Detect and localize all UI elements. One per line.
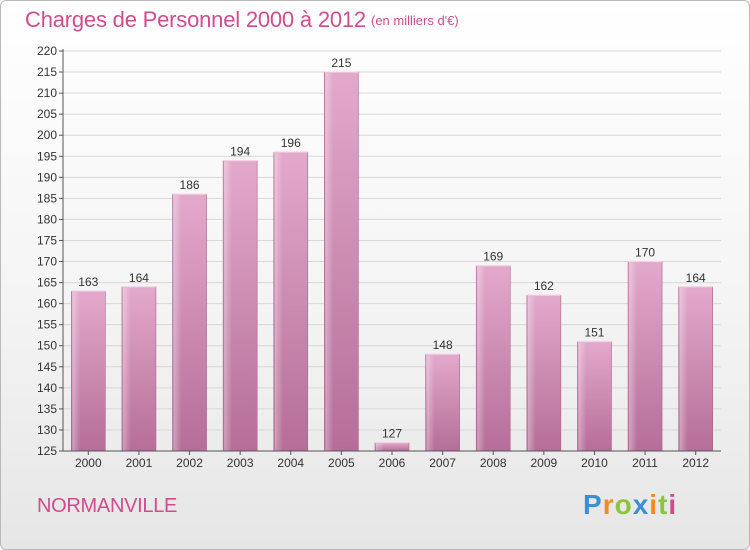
logo-letter: P: [583, 489, 603, 520]
data-label: 151: [584, 326, 604, 340]
data-label: 148: [433, 338, 453, 352]
y-tick-label: 160: [37, 297, 57, 311]
x-tick-label: 2009: [530, 456, 557, 470]
data-label: 196: [281, 136, 301, 150]
y-tick-label: 125: [37, 444, 57, 458]
y-tick-label: 220: [37, 44, 57, 58]
data-label: 164: [686, 271, 706, 285]
x-tick-label: 2007: [429, 456, 456, 470]
bar-highlight: [376, 443, 384, 451]
logo-letter: i: [668, 489, 678, 520]
x-tick-label: 2006: [379, 456, 406, 470]
chart-subtitle: (en milliers d'€): [371, 13, 459, 28]
commune-name: NORMANVILLE: [37, 495, 178, 517]
y-tick-label: 180: [37, 212, 57, 226]
y-tick-label: 200: [37, 128, 57, 142]
x-tick-label: 2003: [227, 456, 254, 470]
bar-highlight: [274, 153, 283, 452]
bar-highlight: [122, 287, 131, 451]
y-tick-label: 215: [37, 65, 57, 79]
x-tick-label: 2000: [75, 456, 102, 470]
logo-letter: t: [658, 489, 669, 520]
y-tick-label: 175: [37, 233, 57, 247]
logo-letter: x: [632, 489, 650, 520]
x-tick-label: 2004: [277, 456, 304, 470]
data-label: 127: [382, 427, 402, 441]
bar-highlight: [629, 262, 638, 451]
data-label: 163: [78, 275, 98, 289]
y-tick-label: 195: [37, 149, 57, 163]
bar-highlight: [679, 287, 688, 451]
bar-highlight: [578, 342, 587, 451]
y-tick-label: 145: [37, 360, 57, 374]
logo-letter: o: [614, 489, 633, 520]
y-tick-label: 135: [37, 402, 57, 416]
y-tick-label: 130: [37, 423, 57, 437]
y-tick-label: 140: [37, 381, 57, 395]
data-label: 215: [331, 56, 351, 70]
x-tick-label: 2011: [632, 456, 658, 470]
data-label: 170: [635, 246, 655, 260]
data-label: 194: [230, 144, 250, 158]
logo-letter: i: [649, 489, 659, 520]
x-tick-label: 2008: [480, 456, 507, 470]
y-tick-label: 155: [37, 318, 57, 332]
chart-title: Charges de Personnel 2000 à 2012: [25, 7, 366, 32]
y-tick-label: 170: [37, 255, 57, 269]
y-tick-label: 185: [37, 191, 57, 205]
logo-letter: r: [602, 489, 615, 520]
x-tick-label: 2005: [328, 456, 355, 470]
bar-highlight: [173, 195, 182, 451]
x-tick-label: 2012: [682, 456, 709, 470]
y-tick-label: 165: [37, 276, 57, 290]
bar-highlight: [477, 266, 486, 451]
y-tick-label: 210: [37, 86, 57, 100]
y-tick-label: 150: [37, 339, 57, 353]
bar-highlight: [325, 73, 334, 451]
y-tick-label: 190: [37, 170, 57, 184]
data-label: 164: [129, 271, 149, 285]
bar-highlight: [426, 355, 435, 451]
bar-highlight: [527, 296, 536, 451]
x-tick-label: 2002: [176, 456, 203, 470]
data-label: 169: [483, 250, 503, 264]
x-tick-label: 2001: [126, 456, 153, 470]
bar-highlight: [224, 161, 233, 451]
data-label: 186: [180, 178, 200, 192]
x-tick-label: 2010: [581, 456, 608, 470]
y-tick-label: 205: [37, 107, 57, 121]
bar-highlight: [72, 292, 81, 451]
proxiti-logo: Proxiti: [583, 489, 677, 521]
data-label: 162: [534, 279, 554, 293]
